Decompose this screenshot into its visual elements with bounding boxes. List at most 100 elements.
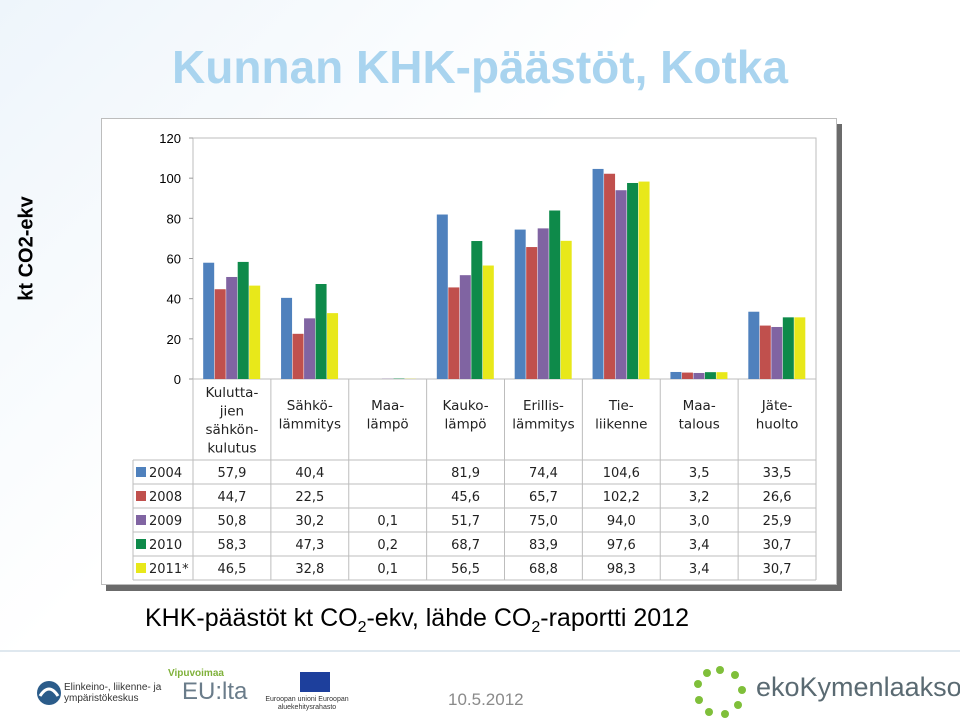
bar-2010-7	[782, 317, 794, 379]
category-label: Maa-	[683, 398, 716, 414]
bar-2009-7	[771, 326, 783, 379]
bar-2011-1	[327, 313, 339, 379]
data-label: 75,0	[529, 514, 558, 529]
y-tick-label: 80	[167, 211, 181, 226]
data-label: 58,3	[217, 538, 246, 553]
y-tick-label: 0	[174, 372, 181, 387]
category-label: Sähkö-	[287, 398, 333, 414]
bar-2008-6	[681, 372, 693, 379]
bar-2008-0	[214, 289, 226, 379]
data-label: 45,6	[451, 490, 480, 505]
bar-2008-5	[604, 173, 616, 379]
data-label: 46,5	[217, 562, 246, 577]
category-label: Tie-	[608, 398, 634, 414]
data-label: 25,9	[763, 514, 792, 529]
eu-logo: Euroopan unioni Euroopan aluekehitysraha…	[262, 670, 349, 720]
category-label: talous	[679, 417, 720, 433]
category-label: lämmitys	[279, 417, 341, 433]
bar-2011-4	[560, 240, 572, 379]
bar-2009-0	[226, 276, 238, 379]
data-label: 30,7	[763, 538, 792, 553]
category-label: Jäte-	[761, 398, 793, 414]
data-label: 98,3	[607, 562, 636, 577]
legend-label: 2010	[149, 538, 182, 553]
data-label: 32,8	[295, 562, 324, 577]
bar-2008-4	[526, 247, 538, 379]
bar-2010-6	[704, 372, 716, 379]
category-label: Kauko-	[442, 398, 488, 414]
bar-2004-7	[748, 311, 760, 379]
legend-swatch-2011	[136, 563, 146, 573]
y-tick-label: 60	[167, 252, 181, 267]
data-label: 68,7	[451, 538, 480, 553]
category-label: lämmitys	[512, 417, 574, 433]
bar-2008-7	[759, 325, 771, 379]
legend-label: 2009	[149, 514, 182, 529]
data-label: 44,7	[217, 490, 246, 505]
legend-swatch-2010	[136, 539, 146, 549]
ekokymenlaakso-emblem-icon	[694, 666, 746, 718]
legend-label: 2008	[149, 490, 182, 505]
data-label: 51,7	[451, 514, 480, 529]
data-label: 3,5	[689, 466, 710, 481]
category-label: lämpö	[367, 417, 409, 433]
legend-label: 2004	[149, 466, 182, 481]
data-label: 65,7	[529, 490, 558, 505]
bar-2010-5	[627, 182, 639, 379]
ely-emblem-icon	[37, 681, 61, 705]
category-label: Maa-	[371, 398, 404, 414]
data-label: 3,4	[689, 538, 710, 553]
bar-2010-1	[315, 284, 327, 379]
bar-2004-6	[670, 371, 682, 379]
data-label: 97,6	[607, 538, 636, 553]
footer-divider	[0, 650, 960, 652]
page-title: Kunnan KHK-päästöt, Kotka	[172, 41, 788, 93]
data-label: 22,5	[295, 490, 324, 505]
category-label: jien	[219, 404, 244, 420]
data-label: 47,3	[295, 538, 324, 553]
data-label: 83,9	[529, 538, 558, 553]
bar-2011-7	[794, 317, 806, 379]
data-label: 26,6	[763, 490, 792, 505]
data-label: 102,2	[603, 490, 640, 505]
data-label: 3,0	[689, 514, 710, 529]
bar-2010-0	[237, 261, 249, 379]
data-label: 81,9	[451, 466, 480, 481]
data-label: 74,4	[529, 466, 558, 481]
bar-2004-3	[436, 214, 448, 379]
ekokymenlaakso-logo-text: ekoKymenlaakso	[756, 672, 960, 702]
bar-2011-0	[249, 285, 261, 379]
y-tick-label: 100	[159, 171, 181, 186]
ely-logo-text: Elinkeino-, liikenne- ja ympäristökeskus	[64, 682, 162, 704]
data-label: 50,8	[217, 514, 246, 529]
eu-logo-text: Euroopan unioni Euroopan aluekehitysraha…	[265, 696, 349, 711]
data-label: 0,1	[377, 562, 398, 577]
bar-2009-6	[693, 372, 705, 379]
bar-2011-5	[638, 181, 650, 379]
vipuvoimaa-logo: Vipuvoimaa EU:lta	[168, 668, 248, 716]
data-label: 0,1	[377, 514, 398, 529]
y-tick-label: 20	[167, 332, 181, 347]
data-label: 33,5	[763, 466, 792, 481]
legend-swatch-2008	[136, 491, 146, 501]
data-label: 30,2	[295, 514, 324, 529]
vipuvoimaa-text: Vipuvoimaa	[168, 668, 224, 679]
bar-2009-5	[615, 190, 627, 379]
data-label: 0,2	[377, 538, 398, 553]
bar-2004-4	[514, 229, 526, 379]
ely-logo: Elinkeino-, liikenne- ja ympäristökeskus	[36, 676, 166, 712]
slide-date: 10.5.2012	[448, 690, 524, 709]
bar-chart: 0 20 40 60 80 100 120 Kulutta-jien sähkön-kulutu…	[132, 131, 817, 581]
legend-label: 2011*	[149, 562, 189, 577]
data-label: 68,8	[529, 562, 558, 577]
legend-swatch-2009	[136, 515, 146, 525]
data-label: 3,4	[689, 562, 710, 577]
category-label: sähkön-	[205, 422, 258, 438]
eu-lta-text: EU:lta	[182, 678, 248, 705]
category-label: kulutus	[207, 441, 256, 457]
data-label: 3,2	[689, 490, 710, 505]
bar-2010-4	[549, 210, 561, 379]
data-label: 94,0	[607, 514, 636, 529]
data-label: 57,9	[217, 466, 246, 481]
category-label: Kulutta-	[206, 385, 259, 401]
